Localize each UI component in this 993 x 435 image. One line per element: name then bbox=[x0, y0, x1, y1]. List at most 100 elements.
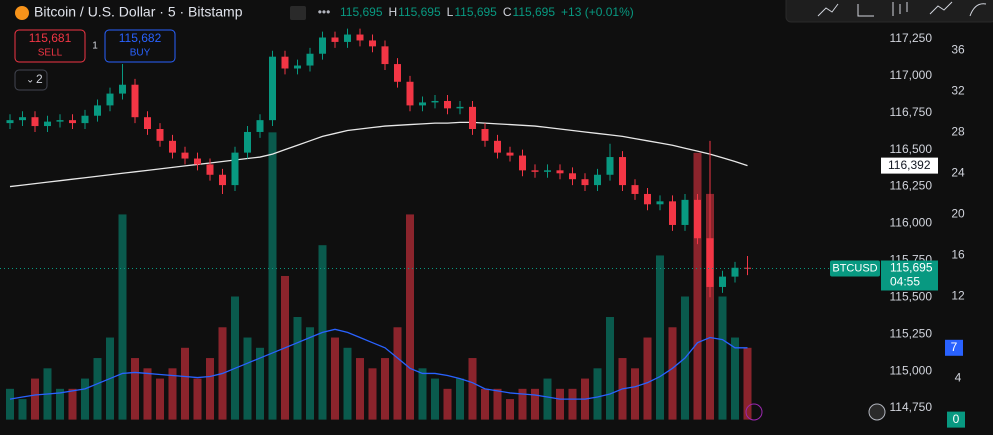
candle-body bbox=[506, 152, 514, 156]
candle-body bbox=[406, 81, 414, 106]
candle-body bbox=[69, 120, 76, 124]
volume-bar bbox=[131, 358, 139, 420]
ohlc-value: 115,695 bbox=[513, 5, 556, 19]
volume-last-label: 7 bbox=[951, 340, 958, 354]
candle-body bbox=[619, 157, 626, 186]
candle-body bbox=[344, 34, 351, 42]
toolbar bbox=[785, 0, 993, 23]
volume-bar bbox=[56, 388, 64, 420]
volume-bar bbox=[531, 388, 539, 420]
volume-bar bbox=[556, 388, 564, 420]
volume-bar bbox=[18, 399, 27, 420]
volume-bar bbox=[493, 388, 502, 420]
volume-bar bbox=[356, 358, 364, 420]
trade-buttons: 115,681 SELL 1 115,682 BUY ⌄ 2 bbox=[14, 29, 176, 91]
candle-body bbox=[181, 152, 189, 159]
y-tick-label: 115,500 bbox=[890, 289, 933, 303]
volume-bar bbox=[143, 368, 152, 420]
volume-bar bbox=[393, 327, 402, 420]
volume-bar bbox=[93, 358, 102, 420]
volume-badge bbox=[945, 339, 963, 356]
candle-body bbox=[281, 56, 289, 69]
y2-tick-label: 28 bbox=[951, 125, 965, 139]
y-tick-label: 114,750 bbox=[890, 400, 933, 414]
candle-body bbox=[544, 170, 551, 172]
ohlc-value: 115,695 bbox=[454, 5, 497, 19]
volume-bar bbox=[168, 368, 177, 420]
countdown: 04:55 bbox=[890, 275, 920, 289]
y2-tick-label: 24 bbox=[951, 166, 965, 180]
candle-body bbox=[581, 179, 589, 186]
volume-ma-line bbox=[9, 328, 748, 400]
volume-bar bbox=[268, 132, 277, 420]
candle-body bbox=[569, 173, 576, 180]
candle-body bbox=[369, 40, 376, 47]
volume-bar bbox=[156, 378, 164, 420]
volume-bar bbox=[706, 193, 714, 420]
sell-button[interactable] bbox=[14, 29, 86, 63]
sell-price: 115,681 bbox=[29, 31, 72, 45]
candle-body bbox=[481, 129, 489, 141]
coin-icon bbox=[15, 6, 29, 20]
change: +13 (+0.01%) bbox=[561, 5, 634, 19]
candle-body bbox=[669, 201, 676, 225]
tool-icon[interactable] bbox=[969, 3, 987, 17]
volume-bar bbox=[606, 317, 614, 420]
more-dots[interactable]: ••• bbox=[318, 5, 331, 19]
candle-body bbox=[681, 199, 689, 225]
ohlc-value: 115,695 bbox=[340, 5, 383, 19]
buy-button[interactable] bbox=[104, 29, 176, 63]
ohlc-key: H bbox=[389, 5, 398, 19]
volume-bar bbox=[81, 378, 89, 420]
tool-icon[interactable] bbox=[817, 3, 839, 17]
toolbar-bg bbox=[785, 0, 993, 23]
y-tick-label: 116,500 bbox=[890, 142, 933, 156]
volume-bar bbox=[381, 358, 389, 420]
candle-body bbox=[144, 117, 151, 130]
buy-label: BUY bbox=[130, 48, 151, 59]
volume-bar bbox=[118, 214, 127, 420]
volume-bar bbox=[518, 388, 527, 420]
volume-bar bbox=[331, 337, 339, 420]
candle-body bbox=[731, 267, 739, 277]
volume-bar bbox=[468, 358, 477, 420]
tool-icon[interactable] bbox=[857, 4, 874, 17]
candle-body bbox=[556, 170, 564, 174]
sell-label: SELL bbox=[38, 48, 63, 59]
volume-bar bbox=[481, 388, 489, 420]
candle-body bbox=[494, 140, 501, 153]
candle-body bbox=[706, 238, 714, 287]
candle-body bbox=[169, 140, 176, 153]
candle-body bbox=[156, 129, 164, 141]
candle-body bbox=[81, 115, 89, 124]
candle-body bbox=[106, 93, 114, 106]
volume-bar bbox=[343, 347, 352, 420]
header-button[interactable] bbox=[290, 6, 306, 20]
flag-icon[interactable] bbox=[868, 403, 886, 421]
event-icon[interactable] bbox=[745, 403, 763, 421]
y2-tick-label: 16 bbox=[951, 248, 965, 262]
y-tick-label: 116,000 bbox=[890, 216, 933, 230]
tool-icon[interactable] bbox=[929, 1, 953, 15]
volume-bar bbox=[306, 327, 314, 420]
volume-bar bbox=[731, 337, 739, 420]
volume-bar bbox=[693, 152, 702, 420]
tool-icon[interactable] bbox=[892, 2, 908, 16]
candle-body bbox=[6, 120, 14, 124]
plot bbox=[6, 28, 752, 420]
y2-tick-label: 0 bbox=[953, 412, 960, 426]
candle-body bbox=[319, 37, 326, 54]
candle-body bbox=[194, 158, 201, 165]
symbol-badge bbox=[830, 260, 880, 277]
ma-badge bbox=[881, 157, 938, 174]
candle-body bbox=[519, 155, 526, 171]
volume-bar bbox=[643, 337, 652, 420]
candle-body bbox=[244, 131, 251, 153]
symbol-title[interactable]: Bitcoin / U.S. Dollar · 5 · Bitstamp bbox=[34, 4, 243, 20]
indicators-toggle[interactable] bbox=[14, 69, 48, 91]
candle-body bbox=[256, 120, 264, 132]
volume-bar bbox=[206, 358, 214, 420]
volume-bar bbox=[406, 214, 414, 420]
spread: 1 bbox=[92, 41, 98, 52]
